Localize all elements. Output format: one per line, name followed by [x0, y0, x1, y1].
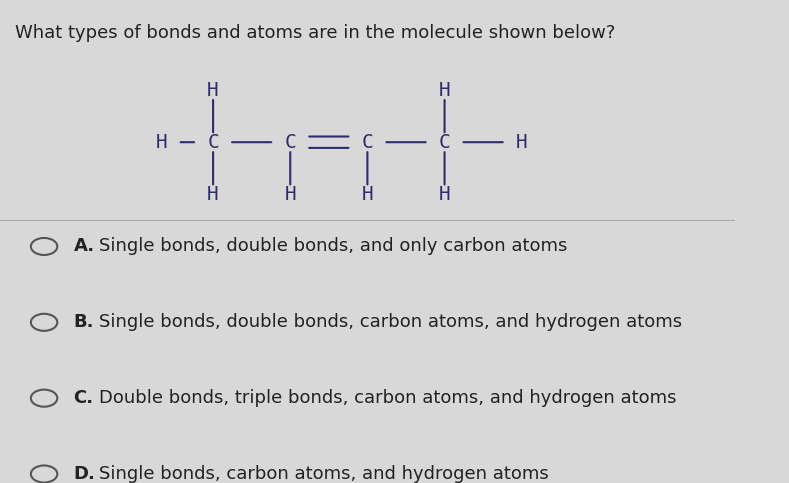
Text: What types of bonds and atoms are in the molecule shown below?: What types of bonds and atoms are in the… — [15, 24, 615, 42]
Text: H: H — [516, 133, 528, 152]
Text: C: C — [208, 133, 219, 152]
Text: Double bonds, triple bonds, carbon atoms, and hydrogen atoms: Double bonds, triple bonds, carbon atoms… — [99, 389, 677, 407]
Text: Single bonds, double bonds, carbon atoms, and hydrogen atoms: Single bonds, double bonds, carbon atoms… — [99, 313, 682, 331]
Text: C: C — [361, 133, 373, 152]
Text: H: H — [361, 185, 373, 204]
Text: H: H — [155, 133, 167, 152]
Text: H: H — [439, 185, 451, 204]
Text: C.: C. — [73, 389, 94, 407]
Text: H: H — [284, 185, 296, 204]
Text: B.: B. — [73, 313, 94, 331]
Text: Single bonds, double bonds, and only carbon atoms: Single bonds, double bonds, and only car… — [99, 238, 567, 256]
Text: A.: A. — [73, 238, 95, 256]
Text: D.: D. — [73, 465, 95, 483]
Text: H: H — [208, 185, 219, 204]
Text: Single bonds, carbon atoms, and hydrogen atoms: Single bonds, carbon atoms, and hydrogen… — [99, 465, 549, 483]
Text: C: C — [284, 133, 296, 152]
Text: C: C — [439, 133, 451, 152]
Text: H: H — [208, 81, 219, 99]
Text: H: H — [439, 81, 451, 99]
